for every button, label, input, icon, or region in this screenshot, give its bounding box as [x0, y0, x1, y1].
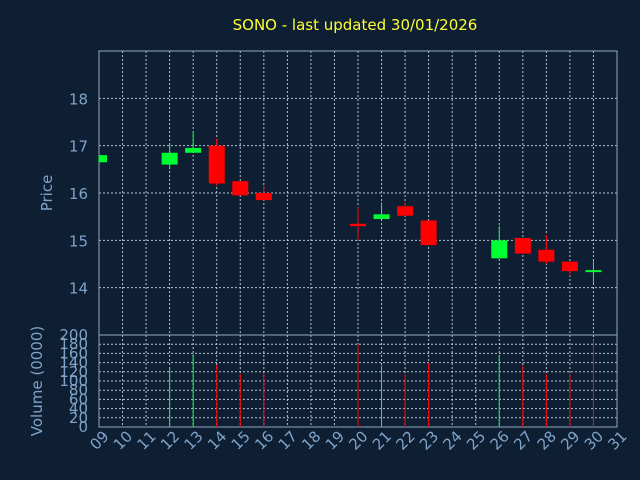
candle-body	[538, 249, 555, 262]
volume-tick-label: 20	[69, 409, 88, 427]
candle-body	[185, 148, 202, 153]
candle	[350, 207, 366, 241]
volume-axis-label: Volume (0000)	[28, 326, 46, 436]
volume-tick-label: 0	[78, 418, 88, 436]
candle	[373, 202, 390, 220]
candle	[232, 181, 249, 196]
candle	[208, 138, 225, 186]
x-tick-label: 18	[298, 427, 324, 453]
candle	[561, 261, 578, 276]
candle	[397, 202, 414, 216]
x-tick-label: 14	[204, 427, 230, 453]
x-tick-label: 28	[534, 427, 560, 453]
volume-tick-label: 180	[59, 335, 88, 353]
x-ticks: 0910111213141516171819202122232425262728…	[86, 427, 630, 453]
volume-tick-label: 80	[69, 381, 88, 399]
price-tick-label: 14	[69, 280, 88, 298]
volume-tick-label: 120	[59, 363, 88, 381]
x-tick-label: 29	[557, 427, 583, 453]
x-tick-label: 13	[181, 427, 207, 453]
price-y-ticks: 14 15 16 17 18	[69, 90, 88, 297]
candle-body	[350, 223, 366, 227]
x-tick-label: 20	[345, 427, 371, 453]
volume-tick-label: 200	[59, 326, 88, 344]
x-tick-label: 17	[275, 427, 301, 453]
candle	[161, 143, 178, 170]
candle-body	[208, 145, 225, 184]
price-axis-label: Price	[38, 175, 56, 212]
x-tick-label: 21	[369, 427, 395, 453]
candle-body	[232, 181, 249, 196]
x-tick-label: 30	[581, 427, 607, 453]
x-tick-label: 19	[322, 427, 348, 453]
x-tick-label: 25	[463, 427, 489, 453]
x-tick-label: 11	[133, 427, 159, 453]
candle-body	[561, 261, 578, 272]
candle	[491, 226, 508, 259]
candle	[255, 185, 272, 201]
candle	[420, 220, 437, 246]
candle-body	[491, 240, 508, 259]
price-grid	[99, 51, 617, 335]
x-tick-label: 22	[392, 427, 418, 453]
volume-tick-label: 100	[59, 372, 88, 390]
volume-tick-label: 140	[59, 354, 88, 372]
volume-tick-label: 60	[69, 390, 88, 408]
price-tick-label: 15	[69, 232, 88, 250]
candle	[585, 259, 602, 283]
x-tick-label: 09	[86, 427, 112, 453]
candle	[538, 234, 555, 264]
x-tick-label: 23	[416, 427, 442, 453]
x-tick-label: 10	[110, 427, 136, 453]
x-tick-label: 15	[228, 427, 254, 453]
candle-body	[420, 220, 437, 246]
volume-bars	[169, 339, 594, 427]
chart-title: SONO - last updated 30/01/2026	[233, 16, 478, 34]
price-tick-label: 17	[69, 138, 88, 156]
candle-body	[373, 214, 390, 220]
x-axis-label: Day	[332, 458, 362, 476]
candles	[98, 131, 602, 283]
candle-body	[397, 206, 414, 216]
candle-body	[99, 155, 107, 163]
volume-tick-label: 160	[59, 344, 88, 362]
candle	[185, 131, 202, 153]
candle	[514, 237, 531, 254]
x-tick-label: 16	[251, 427, 277, 453]
x-tick-label: 26	[487, 427, 513, 453]
volume-tick-label: 40	[69, 400, 88, 418]
x-tick-label: 12	[157, 427, 183, 453]
price-tick-label: 16	[69, 185, 88, 203]
price-tick-label: 18	[69, 90, 88, 108]
candle-body	[161, 152, 178, 165]
candle-body	[255, 193, 272, 201]
x-tick-label: 24	[440, 427, 466, 453]
x-tick-label: 27	[510, 427, 536, 453]
candle-body	[514, 237, 531, 254]
candle	[98, 155, 107, 163]
x-tick-label: 31	[604, 427, 630, 453]
